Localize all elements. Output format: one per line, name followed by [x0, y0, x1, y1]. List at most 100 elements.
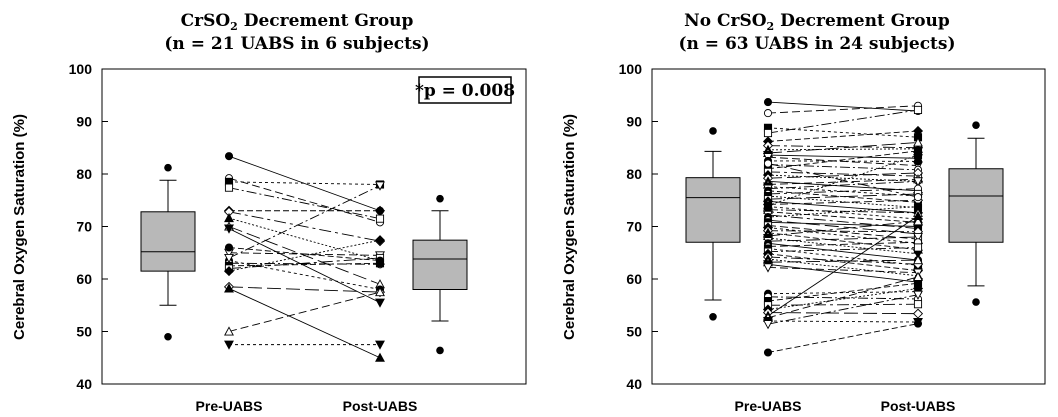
- paired-line: [228, 211, 381, 242]
- paired-line: [767, 178, 919, 185]
- y-tick-label: 100: [619, 61, 643, 77]
- data-point: [763, 159, 773, 168]
- paired-line: [228, 187, 381, 220]
- panel-subtitle: (n = 63 UABS in 24 subjects): [678, 34, 955, 54]
- data-point: [913, 243, 923, 252]
- paired-line: [767, 101, 919, 112]
- paired-line: [767, 130, 919, 142]
- data-point: [375, 286, 385, 297]
- paired-line: [767, 241, 919, 247]
- paired-line: [767, 163, 919, 198]
- paired-line: [228, 155, 381, 212]
- data-point: [224, 243, 234, 252]
- paired-line: [767, 219, 919, 235]
- paired-line: [767, 186, 919, 197]
- paired-line: [228, 247, 381, 262]
- data-point: [763, 348, 773, 357]
- paired-line: [767, 294, 919, 325]
- paired-line: [767, 105, 919, 114]
- box-iqr: [685, 177, 741, 243]
- outlier-point: [709, 127, 717, 135]
- paired-line: [767, 171, 919, 177]
- paired-line: [767, 172, 919, 179]
- data-point: [375, 256, 385, 265]
- paired-line: [767, 263, 919, 283]
- paired-lines: [767, 101, 919, 353]
- paired-line: [767, 215, 919, 317]
- panel-title: CrSO2 Decrement Group: [181, 11, 414, 33]
- y-tick-label: 40: [76, 376, 92, 392]
- data-point: [763, 128, 773, 138]
- data-point: [224, 283, 234, 293]
- paired-line: [767, 230, 919, 233]
- panel-crso2-decrement: CrSO2 Decrement Group (n = 21 UABS in 6 …: [11, 11, 527, 414]
- paired-line: [767, 267, 919, 274]
- paired-line: [767, 214, 919, 230]
- panel-subtitle: (n = 21 UABS in 6 subjects): [164, 34, 429, 54]
- paired-line: [767, 200, 919, 214]
- paired-line: [767, 303, 919, 306]
- y-tick-label: 90: [76, 114, 92, 130]
- x-tick-label: Post-UABS: [343, 398, 418, 414]
- paired-line: [767, 150, 919, 170]
- data-point: [374, 205, 386, 216]
- data-point: [913, 271, 923, 281]
- y-axis-label: Cerebral Oxygen Saturation (%): [561, 114, 578, 340]
- paired-line: [767, 220, 919, 237]
- data-point: [375, 181, 385, 191]
- box-plot: [140, 163, 196, 341]
- data-point: [375, 214, 385, 223]
- box-iqr: [948, 168, 1004, 243]
- x-tick-label: Pre-UABS: [735, 398, 802, 414]
- annotation-box: [418, 76, 512, 104]
- data-point: [913, 254, 923, 265]
- data-point: [763, 320, 773, 330]
- paired-line: [228, 288, 381, 359]
- outlier-point: [972, 121, 980, 129]
- paired-line: [767, 209, 919, 214]
- box-iqr: [412, 239, 468, 290]
- paired-line: [228, 185, 381, 259]
- data-point: [763, 263, 773, 273]
- outlier-point: [709, 313, 717, 321]
- data-point: [913, 137, 923, 147]
- data-point: [224, 340, 234, 350]
- data-point: [763, 98, 773, 107]
- paired-line: [228, 257, 381, 269]
- paired-line: [228, 262, 381, 265]
- y-tick-label: 60: [76, 271, 92, 287]
- paired-lines: [228, 155, 381, 359]
- paired-line: [767, 180, 919, 190]
- y-axis-label: Cerebral Oxygen Saturation (%): [11, 114, 28, 340]
- paired-line: [228, 291, 381, 332]
- paired-line: [767, 225, 919, 240]
- data-point: [913, 210, 923, 221]
- paired-line: [228, 286, 381, 293]
- paired-line: [767, 296, 919, 300]
- panel-title: No CrSO2 Decrement Group: [684, 11, 950, 33]
- paired-line: [767, 323, 919, 353]
- data-point: [913, 202, 923, 211]
- paired-line: [767, 276, 919, 319]
- data-point: [913, 151, 923, 160]
- outlier-point: [164, 332, 172, 341]
- outlier-point: [436, 194, 444, 203]
- outlier-point: [164, 163, 172, 172]
- data-point: [375, 340, 385, 350]
- y-tick-label: 100: [69, 61, 93, 77]
- paired-line: [767, 156, 919, 167]
- y-tick-label: 50: [626, 324, 642, 340]
- data-point: [224, 152, 234, 161]
- paired-line: [767, 312, 919, 315]
- box-plot: [412, 194, 468, 355]
- data-point: [374, 235, 386, 246]
- paired-line: [767, 154, 919, 159]
- outlier-point: [436, 346, 444, 355]
- panel-no-crso2-decrement: No CrSO2 Decrement Group (n = 63 UABS in…: [561, 11, 1046, 414]
- paired-line: [228, 260, 381, 290]
- paired-line: [767, 232, 919, 251]
- data-point: [224, 183, 234, 192]
- paired-line: [767, 142, 919, 154]
- paired-line: [767, 188, 919, 195]
- paired-line: [767, 206, 919, 220]
